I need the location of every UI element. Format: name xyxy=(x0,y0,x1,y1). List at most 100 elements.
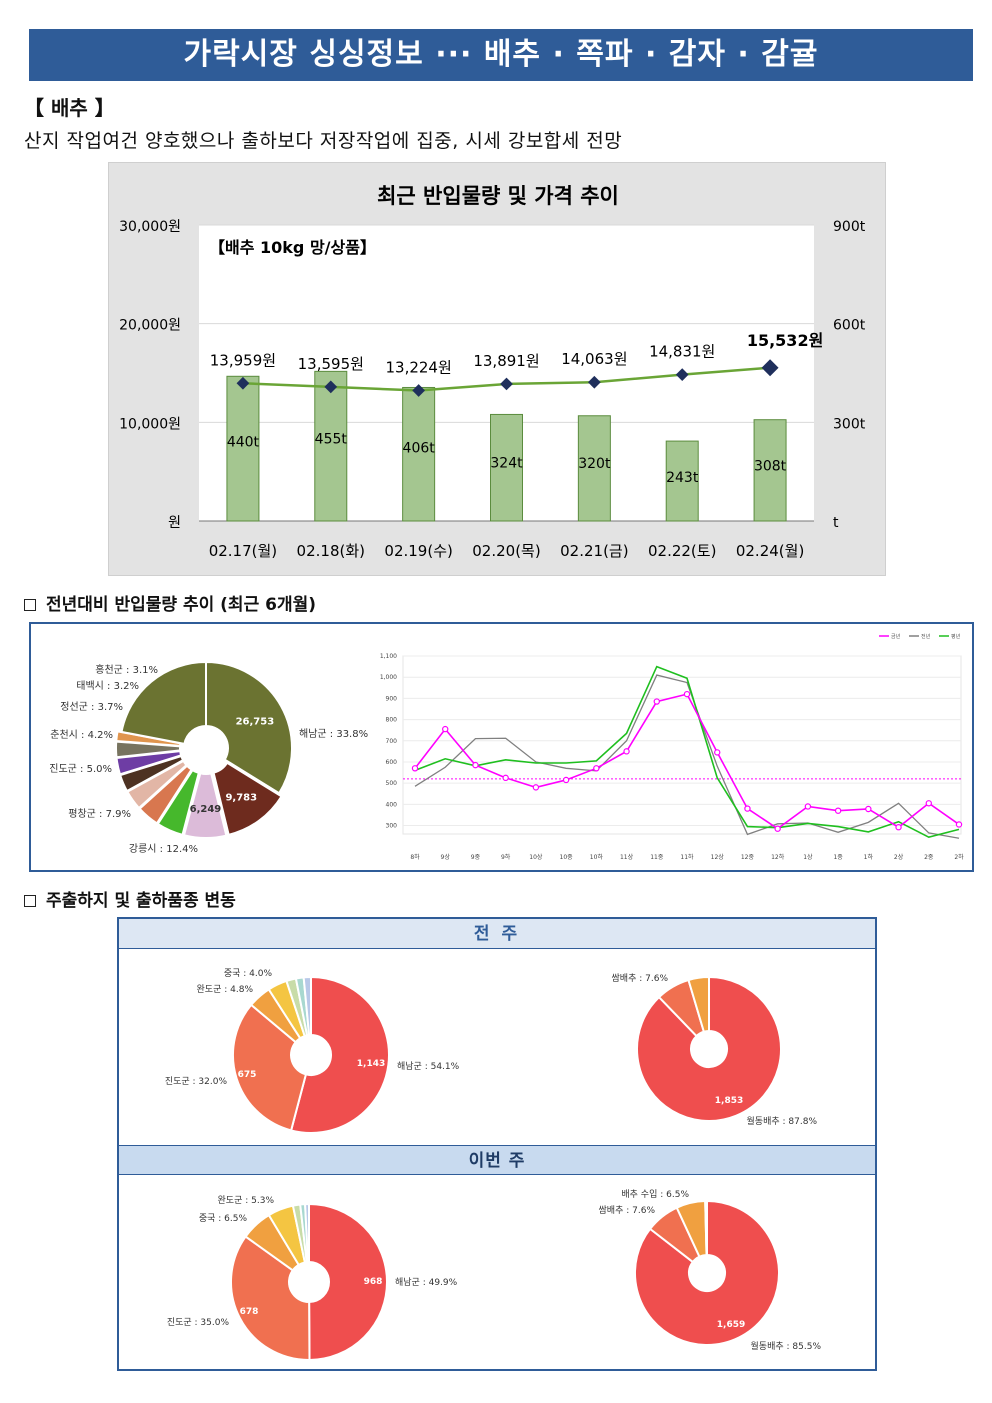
line-x-tick: 10상 xyxy=(529,853,543,861)
trend-title-text: 전년대비 반입물량 추이 (최근 6개월) xyxy=(46,595,317,615)
slice-value-label: 9,783 xyxy=(225,793,257,804)
line-y-tick: 900 xyxy=(386,695,398,702)
line-x-tick: 9하 xyxy=(501,853,511,861)
slice-value-label: 1,853 xyxy=(715,1096,743,1106)
price-label: 14,063원 xyxy=(561,350,627,368)
price-marker xyxy=(587,375,601,389)
date-label: 02.22(토) xyxy=(648,542,716,560)
line-y-tick: 1,000 xyxy=(380,674,397,681)
volume-label: 324t xyxy=(490,455,523,471)
price-volume-chart-svg: 최근 반입물량 및 가격 추이 【배추 10kg 망/상품】 30,000원 20,0… xyxy=(119,184,866,560)
slice-value-label: 26,753 xyxy=(236,717,275,728)
line-x-tick: 12중 xyxy=(741,854,755,861)
series-marker xyxy=(714,749,721,756)
slice-value-label: 968 xyxy=(364,1277,383,1287)
line-y-tick: 300 xyxy=(386,823,398,830)
line-y-tick: 400 xyxy=(386,801,398,808)
series-line xyxy=(414,674,960,839)
left-tick-label: 20,000원 xyxy=(119,318,181,334)
pie-slice xyxy=(120,660,207,746)
series-marker xyxy=(834,807,842,814)
pie-slice xyxy=(205,660,293,795)
line-x-tick: 10중 xyxy=(560,854,574,861)
pie-slice xyxy=(230,1235,311,1361)
legend-label: 금년 xyxy=(891,633,901,640)
chart-title: 최근 반입물량 및 가격 추이 xyxy=(377,184,619,208)
date-label: 02.17(월) xyxy=(209,542,277,560)
left-tick-label: 원 xyxy=(168,515,181,531)
line-y-tick: 800 xyxy=(386,717,398,724)
slice-value-label: 1,659 xyxy=(717,1320,745,1330)
series-marker xyxy=(774,825,781,832)
line-x-tick: 12상 xyxy=(711,853,725,861)
price-marker xyxy=(761,359,779,377)
series-marker xyxy=(804,803,812,810)
volume-label: 455t xyxy=(315,432,348,448)
line-x-tick: 11상 xyxy=(620,853,634,861)
series-marker xyxy=(532,784,540,791)
slice-label: 강릉시 : 12.4% xyxy=(129,843,198,855)
right-tick-label: 600t xyxy=(833,318,866,334)
slice-label: 진도군 : 5.0% xyxy=(49,763,112,775)
left-tick-label: 30,000원 xyxy=(119,219,181,235)
checkbox-icon xyxy=(24,599,36,611)
volume-bar xyxy=(490,413,523,522)
volume-bar xyxy=(226,375,260,522)
volume-label: 320t xyxy=(578,456,611,472)
slice-label: 쌈배추 : 7.6% xyxy=(599,1205,656,1216)
series-marker xyxy=(895,824,902,831)
slice-value-label: 6,249 xyxy=(190,804,222,815)
line-x-tick: 2중 xyxy=(924,854,934,861)
line-x-tick: 11중 xyxy=(650,854,664,861)
slice-label: 평창군 : 7.9% xyxy=(68,808,131,820)
page-banner: 가락시장 싱싱정보 ··· 배추 · 쪽파 · 감자 · 감귤 xyxy=(29,29,973,81)
slice-label: 중국 : 4.0% xyxy=(224,968,273,979)
pie-slice xyxy=(304,1202,310,1264)
line-x-tick: 1하 xyxy=(864,853,874,861)
series-marker xyxy=(442,725,449,733)
line-plot-area xyxy=(402,655,962,835)
series-marker xyxy=(593,765,600,772)
pie-slice xyxy=(289,975,390,1134)
slice-label: 해남군 : 54.1% xyxy=(397,1061,460,1072)
pie-slice xyxy=(634,1199,780,1346)
line-x-tick: 8하 xyxy=(410,853,420,861)
origin-box: 1,143 675 해남군 : 54.1% 진도군 : 32.0% 완도군 : 4.8%… xyxy=(117,917,877,1371)
line-x-tick: 12하 xyxy=(771,853,785,861)
series-line xyxy=(414,665,960,839)
line-x-tick: 2하 xyxy=(954,853,964,861)
origin-section-title: 주출하지 및 출하품종 변동 xyxy=(24,886,236,911)
origin-box-svg: 1,143 675 해남군 : 54.1% 진도군 : 32.0% 완도군 : 4.8%… xyxy=(165,968,821,1362)
line-x-tick: 2상 xyxy=(894,853,904,861)
series-marker xyxy=(955,821,963,828)
slice-label: 배추 수입 : 6.5% xyxy=(621,1188,689,1200)
volume-label: 440t xyxy=(227,434,260,450)
line-x-tick: 1상 xyxy=(803,853,813,861)
slice-label: 진도군 : 32.0% xyxy=(165,1076,228,1087)
volume-label: 406t xyxy=(403,441,436,457)
volume-bar xyxy=(577,415,611,522)
price-label: 15,532원 xyxy=(747,331,823,350)
pie-slice xyxy=(302,975,312,1037)
price-label: 13,595원 xyxy=(298,355,364,373)
price-label: 13,959원 xyxy=(210,351,276,369)
slice-label: 진도군 : 35.0% xyxy=(167,1317,230,1328)
price-label: 13,891원 xyxy=(473,352,539,370)
series-marker xyxy=(502,774,509,782)
pie-slice xyxy=(212,761,283,837)
line-x-tick: 11하 xyxy=(680,853,694,861)
slice-label: 정선군 : 3.7% xyxy=(60,701,123,713)
checkbox-icon xyxy=(24,895,36,907)
volume-bar xyxy=(314,370,348,522)
line-x-tick: 10하 xyxy=(590,853,604,861)
right-tick-label: 300t xyxy=(833,416,866,432)
slice-value-label: 1,143 xyxy=(357,1059,385,1069)
origin-title-text: 주출하지 및 출하품종 변동 xyxy=(46,891,236,911)
slice-label: 홍천군 : 3.1% xyxy=(95,663,158,676)
product-label: 【배추 10kg 망/상품】 xyxy=(209,238,376,257)
series-marker xyxy=(925,800,932,807)
date-label: 02.18(화) xyxy=(297,542,365,560)
left-tick-label: 10,000원 xyxy=(119,416,181,432)
pie-slice xyxy=(687,975,710,1033)
slice-label: 태백시 : 3.2% xyxy=(76,680,139,692)
